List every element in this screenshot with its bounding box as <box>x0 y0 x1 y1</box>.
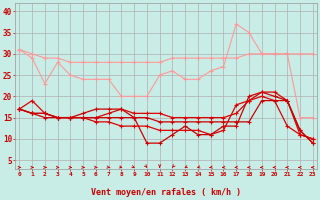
X-axis label: Vent moyen/en rafales ( km/h ): Vent moyen/en rafales ( km/h ) <box>91 188 241 197</box>
